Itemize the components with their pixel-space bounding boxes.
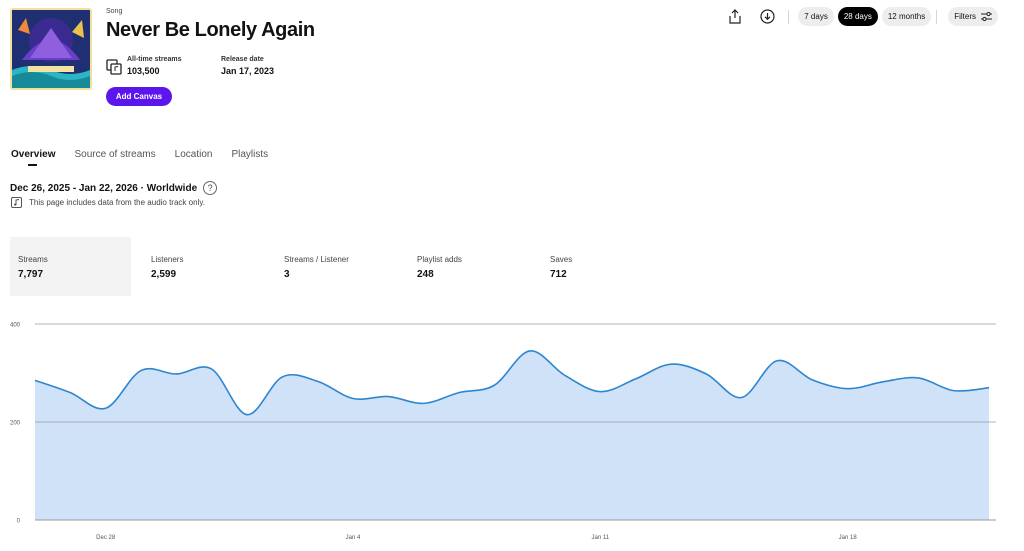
stat-value: 712: [550, 269, 567, 280]
streams-icon: [106, 59, 122, 75]
filters-label: Filters: [954, 12, 976, 21]
audio-track-icon: [11, 197, 22, 208]
all-time-streams-label: All-time streams: [127, 56, 182, 63]
y-tick-label: 200: [10, 421, 21, 427]
release-date-value: Jan 17, 2023: [221, 66, 275, 76]
x-tick-label: Jan 11: [592, 535, 610, 541]
toolbar-divider: [936, 9, 938, 24]
stat-value: 248: [417, 269, 434, 280]
stat-label: Listeners: [151, 255, 184, 264]
download-icon[interactable]: [759, 9, 775, 25]
audio-track-note: This page includes data from the audio t…: [11, 197, 205, 208]
chart-area-fill: [35, 350, 989, 520]
streams-chart: 0 200 400 Dec 28 Jan 4 Jan 11 Jan 18: [10, 323, 996, 541]
content-type-label: Song: [106, 8, 123, 15]
stat-value: 2,599: [151, 269, 177, 280]
stat-listeners[interactable]: Listeners 2,599: [143, 237, 276, 296]
album-cover: [10, 8, 92, 90]
range-12-months-button[interactable]: 12 months: [881, 7, 932, 26]
date-range: Dec 26, 2025 - Jan 22, 2026 · Worldwide …: [10, 181, 218, 195]
song-heading: Song Never Be Lonely Again: [106, 8, 315, 42]
help-icon[interactable]: ?: [203, 181, 218, 195]
stat-value: 7,797: [18, 269, 44, 280]
stat-streams-per-listener[interactable]: Streams / Listener 3: [276, 237, 409, 296]
album-art-icon: [12, 10, 90, 88]
stat-saves[interactable]: Saves 712: [542, 237, 675, 296]
stat-streams[interactable]: Streams 7,797: [10, 237, 131, 296]
range-28-days-button[interactable]: 28 days: [837, 7, 878, 26]
release-date: Release date Jan 17, 2023: [221, 56, 274, 76]
sliders-icon: [981, 12, 992, 21]
stat-playlist-adds[interactable]: Playlist adds 248: [409, 237, 542, 296]
date-range-text: Dec 26, 2025 - Jan 22, 2026 · Worldwide: [10, 182, 198, 194]
tab-bar: Overview Source of streams Location Play…: [11, 149, 287, 167]
tab-location[interactable]: Location: [174, 149, 213, 160]
toolbar: 7 days 28 days 12 months Filters: [719, 6, 998, 27]
x-tick-label: Jan 18: [839, 535, 858, 541]
y-tick-label: 400: [10, 323, 21, 329]
toolbar-divider: [788, 9, 790, 24]
song-title: Never Be Lonely Again: [106, 19, 315, 41]
all-time-streams-value: 103,500: [127, 66, 160, 76]
share-icon[interactable]: [727, 9, 743, 25]
x-tick-label: Jan 4: [346, 535, 361, 541]
release-date-label: Release date: [221, 56, 264, 63]
tab-overview[interactable]: Overview: [11, 149, 55, 167]
tab-source-of-streams[interactable]: Source of streams: [74, 149, 156, 160]
stats-row: Streams 7,797 Listeners 2,599 Streams / …: [10, 237, 675, 296]
stat-label: Saves: [550, 255, 573, 264]
x-tick-label: Dec 28: [96, 535, 116, 541]
stat-label: Streams / Listener: [284, 255, 349, 264]
add-canvas-button[interactable]: Add Canvas: [106, 87, 172, 106]
stat-value: 3: [284, 269, 290, 280]
range-7-days-button[interactable]: 7 days: [798, 7, 834, 26]
tab-playlists[interactable]: Playlists: [231, 149, 269, 160]
audio-track-note-text: This page includes data from the audio t…: [29, 198, 205, 207]
filters-button[interactable]: Filters: [948, 7, 998, 26]
y-tick-label: 0: [17, 519, 21, 525]
all-time-streams: All-time streams 103,500: [106, 56, 219, 76]
stat-label: Playlist adds: [417, 255, 462, 264]
stat-label: Streams: [18, 255, 48, 264]
streams-series-line: [34, 350, 990, 416]
